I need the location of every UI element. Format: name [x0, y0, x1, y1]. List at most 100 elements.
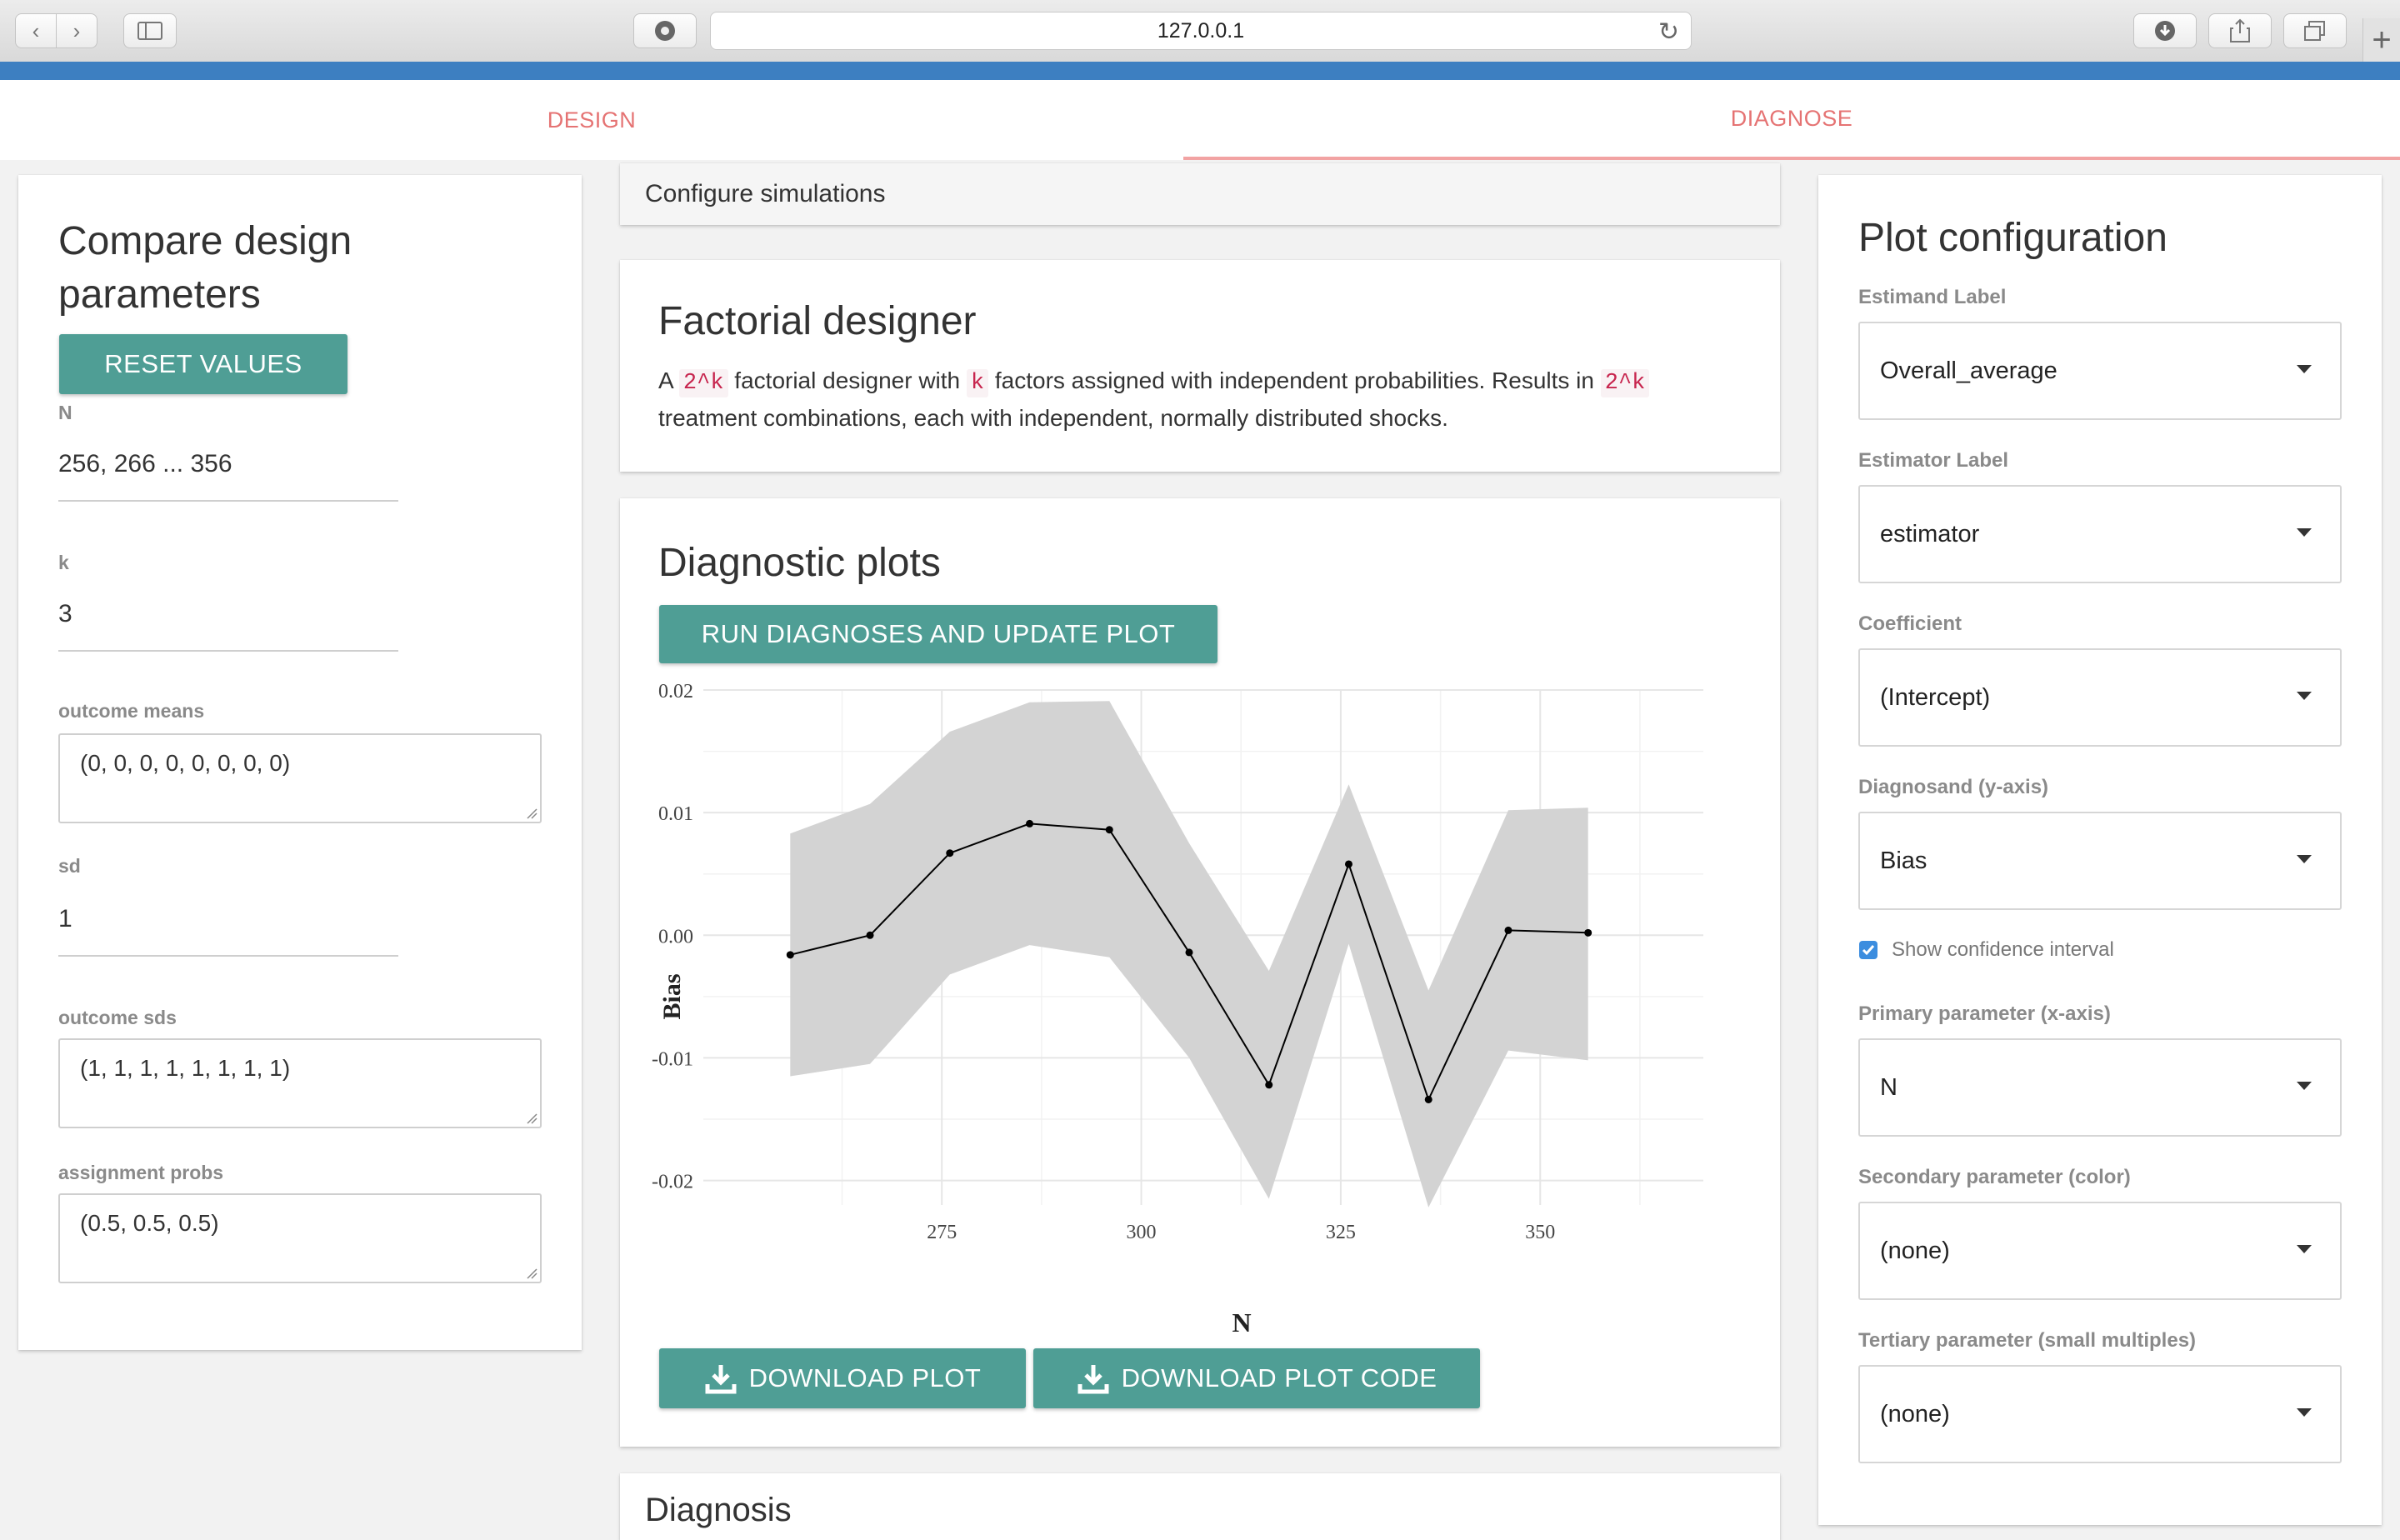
secondary-parameter-select[interactable]: (none) — [1858, 1202, 2342, 1300]
sidebar-toggle-button[interactable] — [123, 13, 177, 48]
data-point — [1265, 1081, 1273, 1089]
diagnosand-value: Bias — [1880, 847, 1928, 874]
chevron-down-icon — [2297, 1408, 2312, 1417]
chevron-down-icon — [2297, 1082, 2312, 1090]
data-points — [786, 819, 1592, 1103]
y-tick-label: -0.02 — [652, 1172, 693, 1193]
tab-diagnose-label: DIAGNOSE — [1730, 105, 1853, 131]
data-point — [866, 931, 874, 939]
resize-handle-icon[interactable] — [526, 1112, 538, 1124]
chevron-left-icon: ‹ — [32, 18, 40, 43]
y-tick-label: 0.00 — [658, 926, 693, 948]
chevron-down-icon — [2297, 855, 2312, 863]
desc-part: treatment combinations, each with indepe… — [658, 405, 1448, 431]
share-button[interactable] — [2208, 13, 2272, 48]
plot-configuration-title: Plot configuration — [1858, 216, 2168, 260]
show-ci-checkbox-row[interactable]: Show confidence interval — [1858, 938, 2114, 962]
tab-design[interactable]: DESIGN — [0, 80, 1183, 160]
compare-title-line1: Compare design — [58, 219, 352, 263]
data-point — [1105, 826, 1113, 834]
tertiary-parameter-select[interactable]: (none) — [1858, 1365, 2342, 1463]
chevron-down-icon — [2297, 1245, 2312, 1253]
coefficient-label: Coefficient — [1858, 612, 1962, 635]
extension-button[interactable] — [633, 13, 697, 48]
estimator-label: Estimator Label — [1858, 449, 2009, 472]
extension-icon — [655, 21, 675, 41]
sd-input[interactable]: 1 — [58, 905, 398, 957]
back-button[interactable]: ‹ — [15, 13, 57, 48]
download-plot-code-button[interactable]: DOWNLOAD PLOT CODE — [1033, 1348, 1480, 1408]
downloads-button[interactable] — [2133, 13, 2197, 48]
primary-parameter-label: Primary parameter (x-axis) — [1858, 1002, 2111, 1025]
estimator-select[interactable]: estimator — [1858, 485, 2342, 583]
diagnosand-select[interactable]: Bias — [1858, 812, 2342, 910]
desc-part: factorial designer with — [728, 368, 967, 393]
reset-values-button[interactable]: RESET VALUES — [59, 334, 348, 394]
k-value: 3 — [58, 600, 72, 628]
y-tick-label: -0.01 — [652, 1048, 693, 1070]
data-point — [1344, 860, 1352, 868]
coefficient-value: (Intercept) — [1880, 683, 1991, 711]
n-value: 256, 266 ... 356 — [58, 450, 232, 478]
designer-description: A 2^k factorial designer with k factors … — [658, 363, 1750, 436]
estimand-value: Overall_average — [1880, 357, 2058, 384]
y-tick-label: 0.01 — [658, 803, 693, 825]
sd-label: sd — [58, 855, 81, 877]
checkbox-checked-icon[interactable] — [1858, 940, 1878, 960]
diagnosis-title: Diagnosis — [645, 1492, 792, 1528]
download-plot-button[interactable]: DOWNLOAD PLOT — [659, 1348, 1026, 1408]
secondary-parameter-value: (none) — [1880, 1237, 1950, 1264]
k-input[interactable]: 3 — [58, 600, 398, 652]
resize-handle-icon[interactable] — [526, 808, 538, 819]
assignment-probs-label: assignment probs — [58, 1162, 224, 1183]
x-tick-label: 300 — [1127, 1222, 1157, 1243]
diagnostic-plots-title: Diagnostic plots — [658, 541, 941, 585]
plus-icon: + — [2372, 21, 2392, 58]
chevron-down-icon — [2297, 528, 2312, 537]
y-tick-label: 0.02 — [658, 682, 693, 702]
assignment-probs-textarea[interactable]: (0.5, 0.5, 0.5) — [58, 1193, 542, 1283]
run-diagnoses-button[interactable]: RUN DIAGNOSES AND UPDATE PLOT — [659, 605, 1218, 663]
secondary-parameter-label: Secondary parameter (color) — [1858, 1166, 2131, 1188]
diagnosand-label: Diagnosand (y-axis) — [1858, 776, 2049, 798]
code-2k: 2^k — [678, 369, 728, 398]
configure-simulations-header[interactable]: Configure simulations — [620, 163, 1780, 225]
primary-parameter-value: N — [1880, 1073, 1898, 1101]
page-top-strip — [0, 62, 2400, 80]
tab-diagnose[interactable]: DIAGNOSE — [1183, 80, 2400, 160]
download-plot-label: DOWNLOAD PLOT — [748, 1363, 982, 1392]
new-tab-button[interactable]: + — [2362, 18, 2400, 62]
plot-configuration-panel: Plot configuration Estimand Label Overal… — [1818, 175, 2382, 1525]
estimand-select[interactable]: Overall_average — [1858, 322, 2342, 420]
x-tick-label: 325 — [1326, 1222, 1356, 1243]
forward-button[interactable]: › — [56, 13, 98, 48]
compare-parameters-panel: Compare design parameters RESET VALUES N… — [18, 175, 582, 1350]
tertiary-parameter-label: Tertiary parameter (small multiples) — [1858, 1329, 2197, 1352]
code-k: k — [966, 369, 989, 398]
data-point — [1026, 819, 1034, 828]
chevron-down-icon — [2297, 365, 2312, 373]
data-point — [1584, 928, 1592, 937]
address-bar[interactable]: 127.0.0.1 ↻ — [710, 12, 1692, 50]
n-input[interactable]: 256, 266 ... 356 — [58, 450, 398, 502]
resize-handle-icon[interactable] — [526, 1268, 538, 1279]
outcome-means-value: (0, 0, 0, 0, 0, 0, 0, 0) — [80, 750, 291, 776]
tertiary-parameter-value: (none) — [1880, 1400, 1950, 1428]
coefficient-select[interactable]: (Intercept) — [1858, 648, 2342, 747]
assignment-probs-value: (0.5, 0.5, 0.5) — [80, 1210, 219, 1236]
data-point — [946, 849, 954, 858]
reload-icon[interactable]: ↻ — [1658, 18, 1679, 46]
download-icon — [1078, 1365, 1109, 1394]
diagnostic-plot: 0.02 0.01 0.00 -0.01 -0.02 275 300 325 350 Bias… — [652, 682, 1703, 1338]
outcome-means-textarea[interactable]: (0, 0, 0, 0, 0, 0, 0, 0) — [58, 733, 542, 823]
primary-parameter-select[interactable]: N — [1858, 1038, 2342, 1137]
code-2k: 2^k — [1600, 369, 1650, 398]
tabs-overview-button[interactable] — [2283, 13, 2347, 48]
outcome-sds-textarea[interactable]: (1, 1, 1, 1, 1, 1, 1, 1) — [58, 1038, 542, 1128]
share-icon — [2230, 18, 2250, 42]
diagnosis-card: Diagnosis — [620, 1473, 1780, 1540]
outcome-sds-label: outcome sds — [58, 1007, 177, 1028]
k-label: k — [58, 552, 69, 573]
download-code-label: DOWNLOAD PLOT CODE — [1121, 1363, 1438, 1392]
compare-title-line2: parameters — [58, 272, 261, 317]
